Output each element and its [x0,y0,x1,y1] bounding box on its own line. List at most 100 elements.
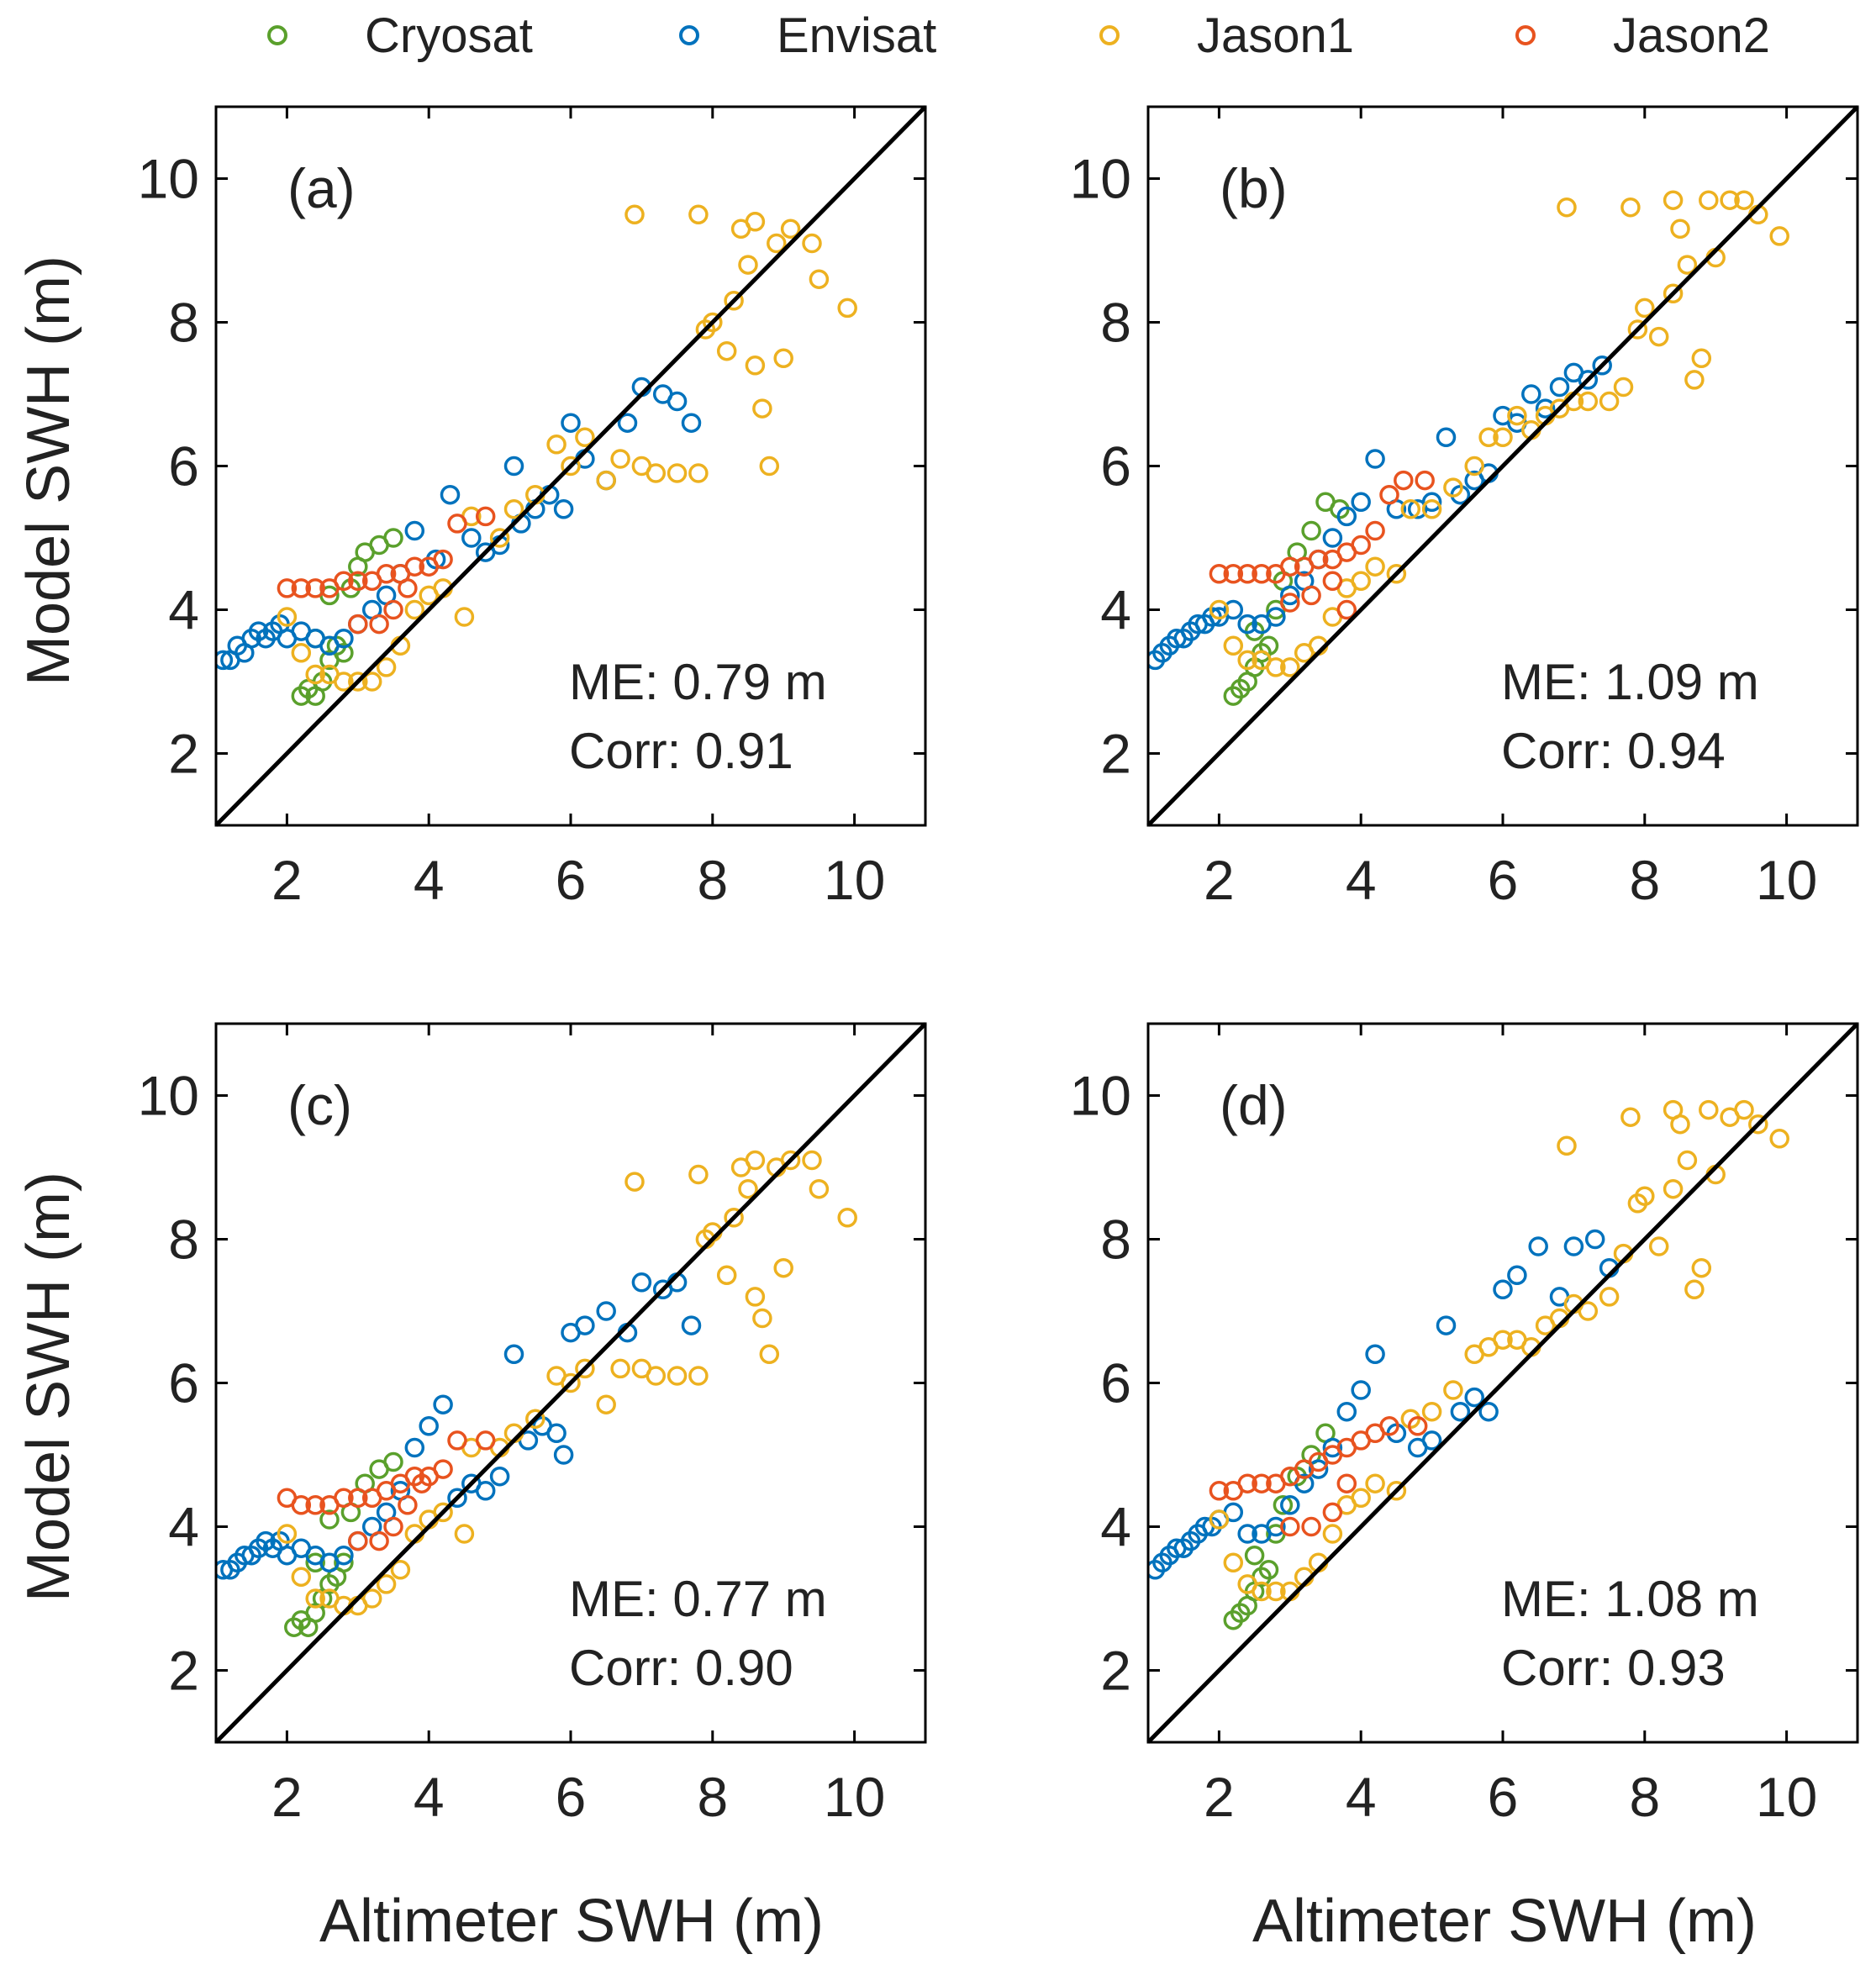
point-envisat [1237,1524,1257,1544]
point-jason1 [561,1372,581,1393]
x-tick-label: 2 [271,1766,303,1828]
x-tick-label: 10 [824,849,885,911]
legend-label-jason1: Jason1 [1197,8,1354,63]
point-envisat [596,1301,616,1321]
point-jason1 [703,312,723,333]
point-jason1 [1748,1114,1768,1135]
x-tick-label: 2 [271,849,303,911]
point-jason1 [1663,1099,1684,1120]
point-jason1 [1351,1488,1371,1509]
point-jason1 [1557,1135,1577,1156]
point-envisat [447,1488,467,1509]
point-jason1 [1507,405,1527,426]
point-envisat [1535,398,1556,419]
point-envisat [1549,377,1570,398]
y-tick-label: 10 [138,1065,199,1127]
y-tick-label: 2 [168,723,199,785]
point-jason2 [475,506,496,527]
legend-marker-envisat [679,25,699,45]
reference-line [1146,1022,1859,1744]
point-jason2 [1336,599,1357,620]
point-jason2 [412,1473,432,1493]
point-jason1 [624,204,645,225]
point-jason1 [1209,599,1230,620]
point-jason2 [376,564,397,584]
point-jason2 [1322,1502,1343,1523]
legend-label-cryosat: Cryosat [365,8,533,63]
point-envisat [1528,1236,1548,1256]
point-jason2 [404,556,425,577]
point-jason2 [1252,564,1272,584]
point-envisat [1365,449,1385,469]
point-cryosat [334,1552,354,1573]
x-tick-label: 8 [697,1766,728,1828]
point-jason1 [305,1588,325,1609]
x-tick-label: 4 [414,1766,445,1828]
point-envisat [1351,492,1371,513]
point-envisat [681,413,702,433]
point-jason1 [1237,650,1257,671]
point-envisat [1280,585,1300,606]
point-jason2 [334,1488,354,1509]
point-jason2 [348,1530,368,1551]
point-envisat [1563,1236,1584,1256]
point-jason1 [1691,1257,1712,1278]
point-jason1 [767,233,787,254]
point-jason2 [475,1430,496,1451]
point-envisat [681,1315,702,1335]
point-jason1 [667,463,688,483]
point-jason1 [1443,477,1463,498]
point-jason1 [1699,190,1719,210]
point-jason2 [1322,571,1343,592]
y-tick-label: 6 [1100,1352,1131,1414]
point-jason1 [1620,197,1641,218]
stat-me: ME: 1.08 m [1501,1571,1759,1627]
point-jason1 [688,1164,709,1185]
point-jason2 [1415,470,1435,491]
point-jason2 [1336,1473,1357,1493]
point-envisat [1521,384,1541,404]
x-tick-label: 8 [1629,1766,1660,1828]
point-jason1 [1769,1129,1789,1149]
point-jason2 [1301,1516,1321,1537]
point-envisat [404,520,425,541]
point-jason1 [688,1366,709,1386]
point-envisat [1421,492,1442,513]
point-jason2 [348,614,368,635]
y-tick-label: 6 [168,435,199,498]
point-jason1 [1421,1401,1442,1422]
panel-label: (b) [1220,157,1288,219]
point-envisat [475,1481,496,1501]
point-envisat [1450,1401,1471,1422]
point-jason2 [1351,535,1371,556]
y-tick-label: 2 [1100,1640,1131,1702]
point-jason1 [1620,1107,1641,1127]
point-envisat [1464,1387,1484,1408]
point-jason1 [716,1265,737,1286]
point-jason1 [503,499,524,519]
y-tick-label: 10 [1070,1065,1131,1127]
point-jason1 [1684,1279,1705,1300]
point-jason1 [1386,1481,1407,1501]
point-jason1 [759,456,780,477]
point-jason2 [1209,564,1230,584]
y-tick-label: 8 [168,1209,199,1271]
panel-d: 2 4 6 8 10 2 4 6 8 10 (d) ME: 1.08 m Corr: 0.93 [1070,1022,1859,1828]
point-envisat [553,499,574,519]
point-jason1 [561,456,581,477]
x-tick-label: 8 [1629,849,1660,911]
point-jason1 [759,1344,780,1365]
point-jason2 [1209,1481,1230,1501]
point-jason2 [1280,556,1300,577]
point-jason1 [1677,1150,1698,1171]
point-jason1 [780,1150,801,1171]
point-jason2 [398,578,418,598]
point-envisat [1336,1401,1357,1422]
y-tick-label: 2 [1100,723,1131,785]
point-jason2 [447,514,467,534]
point-jason1 [1677,255,1698,275]
point-envisat [503,456,524,477]
point-jason1 [1663,190,1684,210]
legend-marker-cryosat [267,25,287,45]
